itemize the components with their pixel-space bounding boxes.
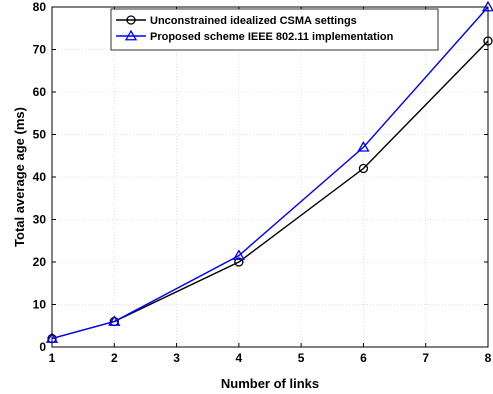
series-layer [45, 0, 493, 344]
y-tick-label: 50 [33, 128, 47, 142]
legend-marker [126, 15, 136, 25]
x-tick-label: 5 [298, 351, 305, 365]
legend-box [110, 8, 439, 51]
data-point [357, 140, 370, 152]
y-tick-label: 70 [33, 43, 47, 57]
data-point [234, 257, 244, 267]
y-tick-label: 80 [33, 0, 47, 14]
legend-entry: Unconstrained idealized CSMA settings [116, 15, 357, 27]
y-axis-label: Total average age (ms) [12, 107, 27, 247]
y-tick-label: 10 [33, 298, 47, 312]
series-line [51, 6, 489, 340]
x-tick-label: 8 [485, 351, 492, 365]
data-point [108, 315, 121, 326]
y-tick-label: 0 [39, 340, 46, 354]
plot-background [52, 7, 488, 347]
data-point [232, 249, 245, 261]
legend-entries: Unconstrained idealized CSMA settings Pro… [116, 15, 394, 43]
x-axis-label: Number of links [221, 376, 319, 391]
legend: Unconstrained idealized CSMA settings Pro… [110, 8, 439, 51]
legend-label: Unconstrained idealized CSMA settings [150, 15, 357, 27]
legend-entry: Proposed scheme IEEE 802.11 implementati… [116, 29, 394, 43]
x-tick-label: 1 [49, 351, 56, 365]
x-tick-label: 2 [111, 351, 118, 365]
x-tick-label: 3 [173, 351, 180, 365]
x-tick-label: 7 [422, 351, 429, 365]
y-tick-label: 60 [33, 85, 47, 99]
x-tick-label: 4 [236, 351, 243, 365]
legend-label: Proposed scheme IEEE 802.11 implementati… [150, 31, 394, 43]
y-tick-label: 20 [33, 255, 47, 269]
legend-marker [124, 29, 138, 41]
data-point [358, 163, 369, 174]
x-tick-label: 6 [360, 351, 367, 365]
series-2 [45, 0, 493, 343]
y-tick-label: 40 [33, 170, 47, 184]
y-tick-label: 30 [33, 213, 47, 227]
